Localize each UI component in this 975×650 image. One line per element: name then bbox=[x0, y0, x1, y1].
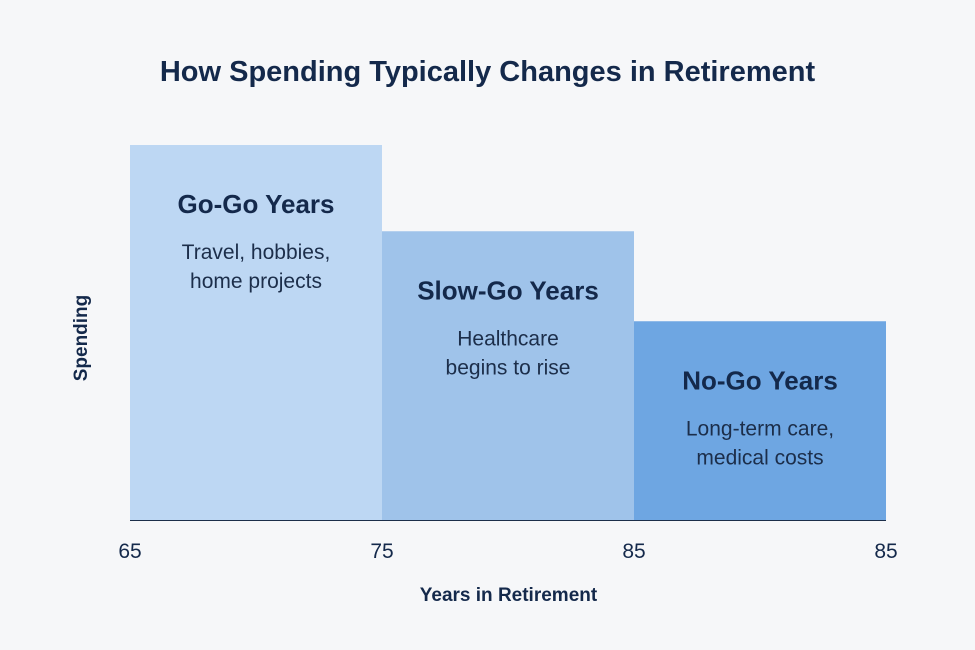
bar-3 bbox=[634, 321, 886, 520]
segment-description-2-1: Healthcare bbox=[457, 327, 559, 350]
bar-1 bbox=[130, 145, 382, 520]
segment-description-1-1: Travel, hobbies, bbox=[182, 241, 331, 264]
x-tick-label-4: 85 bbox=[874, 540, 897, 563]
segment-2: Slow-Go Years Healthcare begins to rise bbox=[382, 231, 634, 520]
segment-label-2: Slow-Go Years bbox=[417, 275, 599, 305]
segment-3: No-Go Years Long-term care, medical costs bbox=[634, 321, 886, 520]
segment-label-1: Go-Go Years bbox=[177, 189, 334, 219]
x-tick-label-1: 65 bbox=[118, 540, 141, 563]
segment-description-1-2: home projects bbox=[190, 270, 322, 293]
chart-title: How Spending Typically Changes in Retire… bbox=[159, 56, 816, 88]
segment-description-3-2: medical costs bbox=[696, 446, 823, 469]
segment-description-3-1: Long-term care, bbox=[686, 417, 834, 440]
segment-1: Go-Go Years Travel, hobbies, home projects bbox=[130, 145, 382, 520]
x-axis-label: Years in Retirement bbox=[419, 585, 598, 606]
x-tick-label-2: 75 bbox=[370, 540, 393, 563]
x-tick-label-3: 85 bbox=[622, 540, 645, 563]
segment-description-2-2: begins to rise bbox=[446, 356, 571, 379]
bar-2 bbox=[382, 231, 634, 520]
segment-label-3: No-Go Years bbox=[682, 365, 838, 395]
